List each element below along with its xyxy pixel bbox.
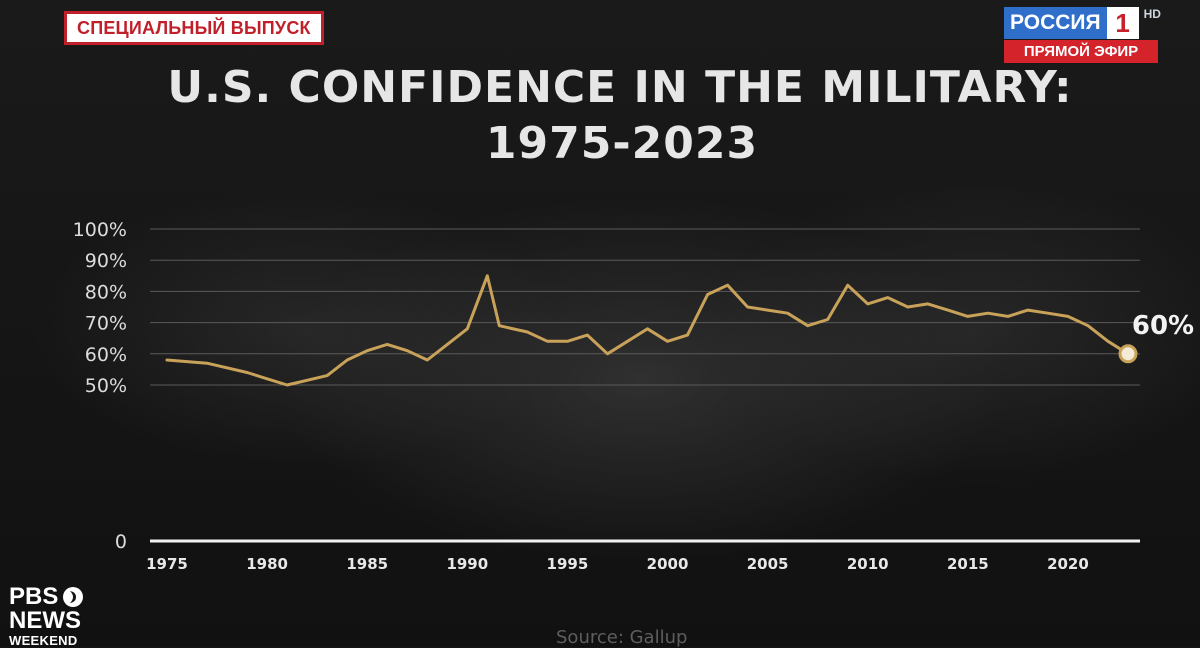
channel-name: РОССИЯ: [1004, 7, 1107, 39]
end-value-label: 60%: [1132, 311, 1194, 341]
pbs-text: PBS: [9, 583, 59, 610]
weekend-text: WEEKEND: [9, 633, 78, 648]
chart-title-line-1: U.S. CONFIDENCE IN THE MILITARY:: [167, 62, 1073, 113]
news-text: NEWS: [9, 607, 81, 634]
source-note: Source: Gallup: [556, 627, 688, 648]
channel-logo: РОССИЯ 1 HD ПРЯМОЙ ЭФИР: [1004, 7, 1161, 63]
y-tick-label: 100%: [73, 219, 127, 241]
x-tick-label: 1985: [346, 555, 388, 573]
channel-number: 1: [1106, 7, 1139, 39]
x-tick-label: 2010: [847, 555, 889, 573]
series-line: [165, 274, 1130, 387]
y-tick-label: 90%: [85, 250, 127, 272]
x-tick-label: 1975: [146, 555, 188, 573]
special-edition-badge: СПЕЦИАЛЬНЫЙ ВЫПУСК: [64, 11, 324, 45]
pbs-news-weekend-logo: PBS NEWS WEEKEND: [9, 585, 84, 647]
y-tick-label: 50%: [85, 375, 127, 397]
x-tick-label: 1995: [547, 555, 589, 573]
x-tick-label: 1980: [246, 555, 288, 573]
chart-title-line-2: 1975-2023: [485, 118, 759, 169]
y-tick-label: 80%: [85, 281, 127, 303]
y-tick-label: 0: [115, 531, 127, 553]
x-tick-label: 2020: [1047, 555, 1089, 573]
pbs-head-icon: [63, 587, 84, 607]
hd-badge: HD: [1143, 7, 1161, 21]
x-tick-label: 2015: [947, 555, 989, 573]
x-tick-label: 2005: [747, 555, 789, 573]
x-tick-label: 2000: [647, 555, 689, 573]
x-tick-label: 1990: [446, 555, 488, 573]
end-point-marker: [1118, 344, 1138, 364]
y-tick-label: 60%: [85, 344, 127, 366]
live-badge: ПРЯМОЙ ЭФИР: [1004, 40, 1158, 63]
y-tick-label: 70%: [85, 313, 127, 335]
